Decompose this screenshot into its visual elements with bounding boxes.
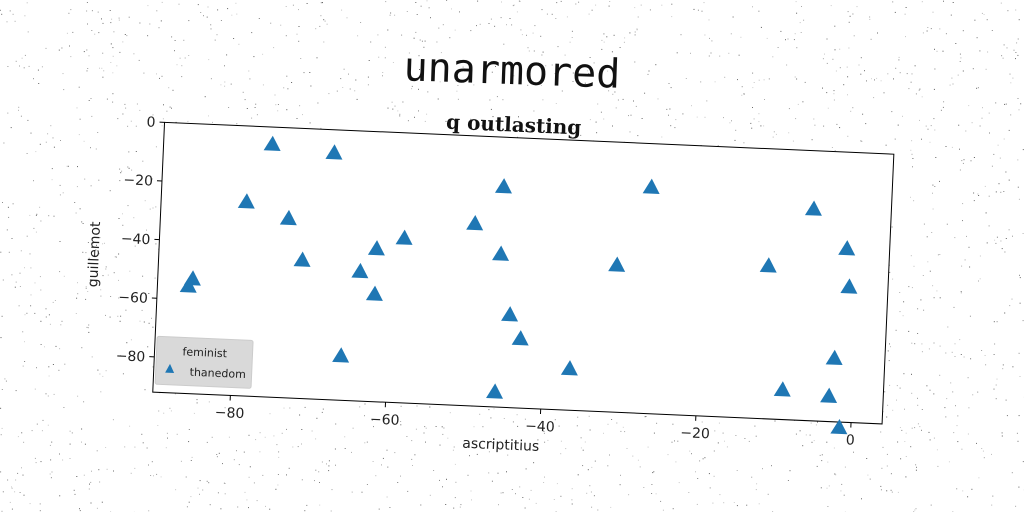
x-tick-label: −40 xyxy=(525,418,555,435)
data-point-triangle xyxy=(466,215,484,231)
x-tick-label: −80 xyxy=(214,405,244,422)
data-point-triangle xyxy=(237,193,255,209)
data-point-triangle xyxy=(395,229,413,245)
data-point-triangle xyxy=(825,349,843,366)
y-tick-label: −20 xyxy=(123,172,153,189)
data-point-triangle xyxy=(838,240,856,256)
axis-ticks: −80 −60 −40 −20 0 0 −20 −40 −60 −80 xyxy=(115,115,855,449)
data-point-triangle xyxy=(608,256,626,272)
data-point-triangle xyxy=(263,135,281,152)
data-point-triangle xyxy=(179,277,197,293)
data-point-triangle xyxy=(642,178,660,195)
y-tick-label: −60 xyxy=(118,290,148,307)
legend-label-thanedom: thanedom xyxy=(189,366,246,381)
x-tick-label: 0 xyxy=(845,432,855,448)
data-point-triangle xyxy=(501,306,519,322)
data-point-triangle xyxy=(494,178,512,194)
data-point-triangle xyxy=(773,381,791,397)
data-point-triangle xyxy=(492,245,510,261)
data-point-triangle xyxy=(293,251,311,267)
legend-box xyxy=(154,335,254,389)
data-point-triangle xyxy=(279,209,297,226)
plot-frame xyxy=(152,121,895,425)
data-points xyxy=(179,135,858,435)
data-point-triangle xyxy=(830,418,848,435)
y-tick-label: 0 xyxy=(146,115,156,131)
data-point-triangle xyxy=(486,383,504,399)
x-tick-label: −60 xyxy=(370,412,400,429)
scatter-figure: q outlasting −80 −60 −40 −20 0 0 −20 −40 −60 −80 … xyxy=(62,81,927,488)
legend: feminist thanedom xyxy=(154,335,254,389)
y-tick-label: −80 xyxy=(115,348,145,365)
data-point-triangle xyxy=(351,262,369,279)
data-point-triangle xyxy=(367,240,385,256)
data-point-triangle xyxy=(820,387,838,404)
data-point-triangle xyxy=(511,330,529,346)
x-tick-label: −20 xyxy=(680,425,710,442)
data-point-triangle xyxy=(840,278,858,294)
legend-label-feminist: feminist xyxy=(182,345,228,360)
data-point-triangle xyxy=(560,360,578,376)
x-axis-label: ascriptitius xyxy=(462,436,540,455)
data-point-triangle xyxy=(325,144,343,160)
scatter-chart: q outlasting −80 −60 −40 −20 0 0 −20 −40 −60−80 … xyxy=(85,110,895,455)
data-point-triangle xyxy=(365,285,383,301)
data-point-triangle xyxy=(804,200,822,216)
y-axis-label: guillemot xyxy=(85,221,104,288)
y-tick-label: −40 xyxy=(121,231,151,248)
data-point-triangle xyxy=(759,257,777,273)
data-point-triangle xyxy=(332,347,350,363)
legend-triangle-marker xyxy=(165,363,175,374)
chart-title: q outlasting xyxy=(446,110,582,140)
